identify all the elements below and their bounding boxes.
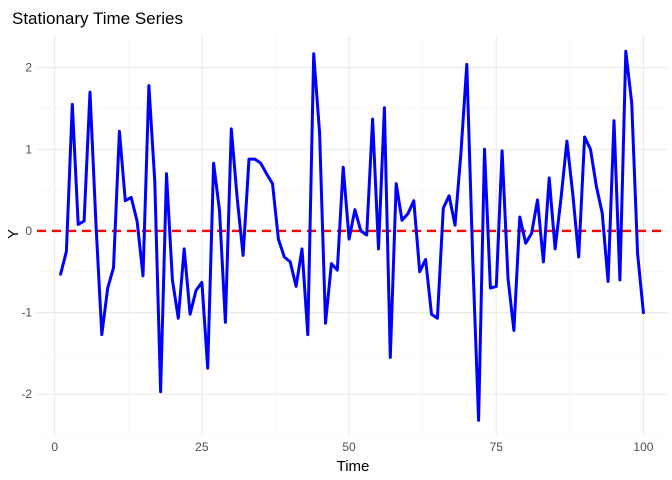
- x-tick-label: 0: [51, 440, 58, 454]
- major-gridlines: [37, 35, 667, 435]
- x-tick-label: 50: [342, 440, 356, 454]
- y-tick-label: 2: [25, 61, 32, 75]
- y-axis-title: Y: [5, 229, 22, 239]
- x-tick-label: 25: [195, 440, 209, 454]
- series-line: [59, 49, 645, 422]
- chart-title: Stationary Time Series: [12, 9, 183, 28]
- x-tick-labels: 0 25 50 75 100: [51, 440, 653, 454]
- y-tick-label: 1: [25, 142, 32, 156]
- minor-gridlines: [37, 35, 667, 436]
- series-group: [59, 49, 645, 422]
- y-tick-label: -2: [21, 387, 32, 401]
- x-tick-label: 100: [633, 440, 653, 454]
- y-tick-labels: -2 -1 0 1 2: [21, 61, 32, 402]
- y-tick-label: 0: [25, 224, 32, 238]
- x-tick-label: 75: [490, 440, 504, 454]
- y-tick-label: -1: [21, 306, 32, 320]
- x-axis-title: Time: [337, 458, 370, 475]
